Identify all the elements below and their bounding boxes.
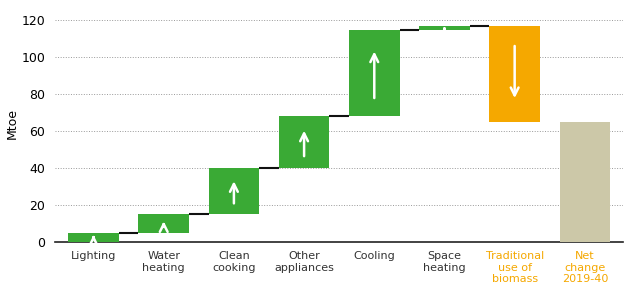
Bar bbox=[349, 30, 399, 117]
Bar bbox=[419, 26, 470, 30]
Bar bbox=[279, 117, 330, 168]
Bar bbox=[489, 26, 540, 122]
Bar bbox=[138, 215, 189, 233]
Y-axis label: Mtoe: Mtoe bbox=[6, 108, 19, 139]
Bar bbox=[560, 122, 610, 242]
Bar bbox=[69, 233, 119, 242]
Bar bbox=[209, 168, 259, 215]
